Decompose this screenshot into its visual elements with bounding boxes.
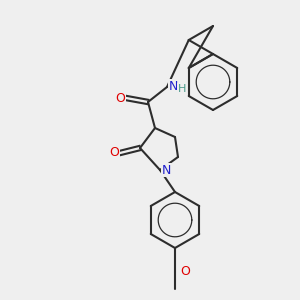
- Text: H: H: [178, 84, 186, 94]
- Text: O: O: [109, 146, 119, 160]
- Text: O: O: [180, 265, 190, 278]
- Text: N: N: [169, 80, 178, 92]
- Text: O: O: [115, 92, 125, 104]
- Text: N: N: [162, 164, 171, 176]
